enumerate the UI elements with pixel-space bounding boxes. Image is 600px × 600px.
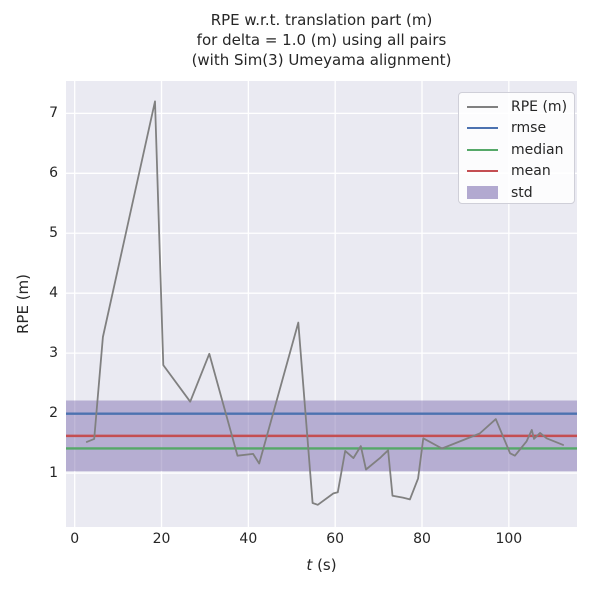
rpe-data-line <box>85 100 564 506</box>
chart-title: RPE w.r.t. translation part (m) for delt… <box>66 10 577 70</box>
legend-item-label: std <box>511 184 533 201</box>
legend-line-sample <box>467 127 498 130</box>
y-tick-label: 4 <box>49 285 58 302</box>
x-tick-label: 80 <box>413 531 431 547</box>
x-tick-label: 40 <box>239 531 258 547</box>
legend-line-sample <box>467 148 498 151</box>
y-tick-label: 6 <box>49 165 58 182</box>
legend-item-label: mean <box>511 163 551 180</box>
legend-item-label: rmse <box>511 120 547 137</box>
y-axis-label: RPE (m) <box>14 273 32 335</box>
y-tick-label: 5 <box>49 225 58 242</box>
y-tick-label: 7 <box>49 105 58 122</box>
legend-line-sample <box>467 170 498 173</box>
legend-item-rpe-m: RPE (m) <box>459 96 574 118</box>
legend: RPE (m) rmse median mean std <box>458 92 575 204</box>
legend-item-label: median <box>511 141 564 158</box>
x-tick-label: 20 <box>152 531 171 547</box>
x-axis-label-unit: (s) <box>312 556 337 574</box>
x-tick-label: 0 <box>70 531 80 547</box>
x-tick-label: 60 <box>326 531 345 547</box>
chart-title-line-3: (with Sim(3) Umeyama alignment) <box>191 51 452 69</box>
y-tick-label: 1 <box>49 465 58 482</box>
legend-item-label: RPE (m) <box>511 98 568 115</box>
legend-line-sample <box>467 105 498 108</box>
y-tick-label: 2 <box>49 405 58 422</box>
x-axis-label: t (s) <box>66 556 577 574</box>
legend-item-std: std <box>459 182 574 204</box>
chart-title-line-2: for delta = 1.0 (m) using all pairs <box>196 31 447 49</box>
chart-title-line-1: RPE w.r.t. translation part (m) <box>210 11 433 29</box>
legend-band-sample <box>467 186 498 200</box>
y-tick-label: 3 <box>49 345 58 362</box>
legend-item-rmse: rmse <box>459 118 574 140</box>
x-axis-label-variable: t <box>306 556 313 574</box>
x-tick-label: 100 <box>495 531 523 547</box>
legend-item-median: median <box>459 139 574 161</box>
legend-item-mean: mean <box>459 161 574 183</box>
